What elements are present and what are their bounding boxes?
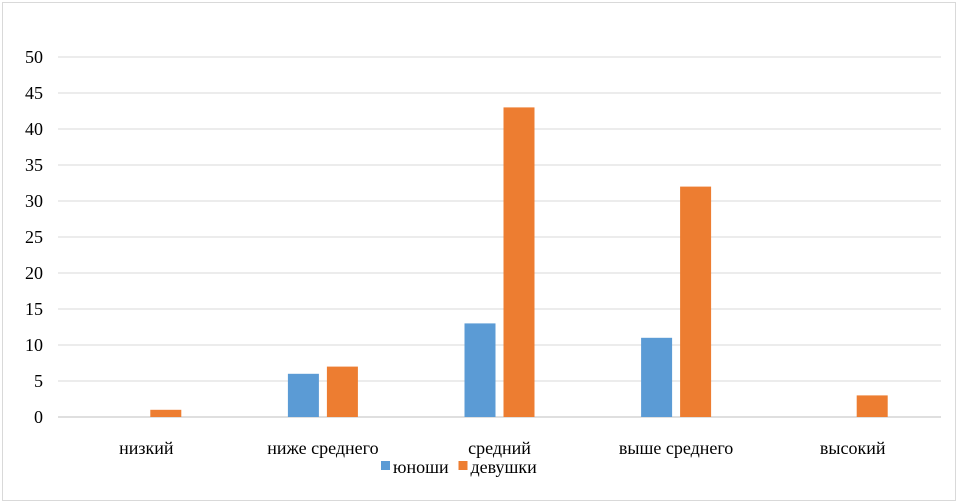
y-tick-label: 40	[25, 119, 43, 139]
y-tick-label: 30	[25, 191, 43, 211]
bar-юноши-ниже-среднего	[287, 373, 319, 417]
bar-девушки-средний	[503, 107, 535, 418]
y-tick-label: 10	[25, 335, 43, 355]
y-tick-label: 15	[25, 299, 43, 319]
x-category-label: средний	[468, 438, 531, 458]
legend-swatch	[381, 461, 390, 470]
y-tick-label: 0	[34, 407, 43, 427]
bar-девушки-выше-среднего	[680, 186, 712, 417]
gridlines	[58, 56, 941, 418]
x-category-label: ниже среднего	[267, 438, 378, 458]
bar-девушки-ниже-среднего	[326, 366, 358, 417]
category-labels: низкий ниже среднего средний выше среднего в…	[119, 438, 886, 458]
bar-юноши-выше-среднего	[641, 337, 673, 417]
y-tick-label: 50	[25, 47, 43, 67]
bar-девушки-высокий	[856, 395, 888, 417]
y-tick-label: 25	[25, 227, 43, 247]
legend: юноши девушки	[381, 457, 537, 477]
bar-девушки-низкий	[150, 409, 182, 417]
y-axis-ticks: 0 5 10 15 20 25 30 35 40 45 50	[25, 47, 43, 427]
legend-label: юноши	[393, 457, 449, 477]
y-tick-label: 35	[25, 155, 43, 175]
y-tick-label: 5	[34, 371, 43, 391]
bars	[150, 107, 888, 418]
x-category-label: высокий	[820, 438, 886, 458]
bar-юноши-средний	[464, 323, 496, 417]
y-tick-label: 45	[25, 83, 43, 103]
legend-swatch	[458, 461, 468, 470]
y-tick-label: 20	[25, 263, 43, 283]
x-category-label: выше среднего	[619, 438, 733, 458]
x-category-label: низкий	[119, 438, 174, 458]
legend-label: девушки	[471, 457, 538, 477]
